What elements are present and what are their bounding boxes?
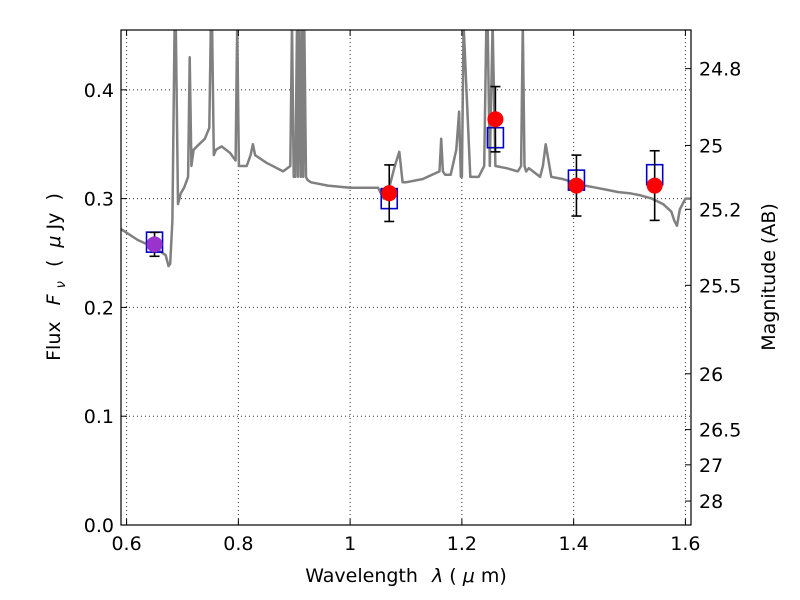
right-tick-label: 25	[699, 135, 723, 157]
data-points	[145, 85, 664, 258]
right-axis-label: Magnitude (AB)	[758, 203, 780, 351]
observed-photometry-point	[568, 177, 585, 194]
x-axis-label-unit-rest: m)	[481, 565, 507, 587]
x-axis-ticks: 0.6 0.8 1 1.2 1.4 1.6	[111, 30, 701, 555]
y-axis-label-word: Flux	[43, 321, 65, 361]
observed-photometry-point	[487, 111, 504, 128]
y-tick-label: 0.0	[84, 515, 114, 537]
x-tick-label: 1.2	[447, 533, 477, 555]
grid	[121, 30, 691, 525]
x-tick-label: 1.6	[670, 533, 700, 555]
y-axis-label-unit-open: (	[43, 260, 65, 267]
y-axis-label-symbol: F	[43, 293, 65, 305]
right-tick-label: 26	[699, 364, 723, 386]
model-spectrum	[121, 30, 691, 268]
y-axis-label-unit-close: )	[43, 193, 65, 200]
x-tick-label: 0.6	[111, 533, 141, 555]
right-tick-label: 26.5	[699, 420, 741, 442]
observed-photometry-point	[146, 236, 163, 253]
x-axis-label-unit-mu: μ	[462, 565, 475, 587]
observed-photometry-point	[646, 177, 663, 194]
x-axis-label-unit-open: (	[449, 565, 456, 587]
x-tick-label: 1	[344, 533, 356, 555]
plot-frame	[120, 29, 692, 526]
spectrum-line	[121, 30, 691, 268]
right-tick-label: 28	[699, 491, 723, 513]
y-axis-label: Flux F ν ( μ Jy )	[43, 193, 70, 361]
y-tick-label: 0.2	[84, 297, 114, 319]
x-axis-label: Wavelength λ ( μ m)	[305, 565, 507, 587]
x-tick-label: 0.8	[223, 533, 253, 555]
y-axis-label-unit-mu: μ	[43, 235, 65, 248]
right-tick-label: 25.5	[699, 275, 741, 297]
observed-photometry-point	[381, 185, 398, 202]
y-axis-ticks: 0.0 0.1 0.2 0.3 0.4	[84, 80, 127, 537]
right-axis-ticks: 24.8 25 25.2 25.5 26 26.5 27 28	[685, 59, 741, 513]
y-tick-label: 0.3	[84, 189, 114, 211]
y-tick-label: 0.1	[84, 406, 114, 428]
right-tick-label: 24.8	[699, 59, 741, 81]
x-axis-label-symbol: λ	[431, 565, 443, 587]
y-axis-label-subscript: ν	[54, 281, 69, 288]
right-tick-label: 25.2	[699, 199, 741, 221]
x-tick-label: 1.4	[559, 533, 589, 555]
right-tick-label: 27	[699, 455, 723, 477]
x-axis-label-word: Wavelength	[305, 565, 418, 587]
y-axis-label-unit-rest: Jy	[43, 213, 65, 231]
y-tick-label: 0.4	[84, 80, 114, 102]
